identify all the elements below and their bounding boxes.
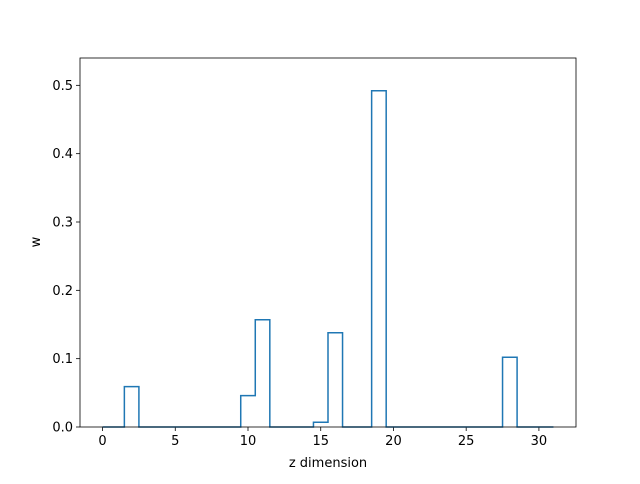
y-axis-ticks: 0.0 0.1 0.2 0.3 0.4 0.5 <box>52 79 80 436</box>
y-axis-label: w <box>29 236 44 247</box>
x-tick-label: 25 <box>458 434 475 449</box>
y-tick-label: 0.5 <box>52 79 73 94</box>
y-tick-label: 0.3 <box>52 216 73 231</box>
y-tick-label: 0.4 <box>52 147 73 162</box>
y-tick-label: 0.0 <box>52 421 73 436</box>
x-tick-label: 30 <box>531 434 548 449</box>
x-axis-ticks: 0 5 10 15 20 25 30 <box>98 427 547 449</box>
plot-frame <box>79 57 577 428</box>
x-tick-label: 5 <box>171 434 179 449</box>
x-tick-label: 20 <box>385 434 402 449</box>
x-tick-label: 0 <box>98 434 106 449</box>
x-tick-label: 15 <box>312 434 329 449</box>
x-tick-label: 10 <box>240 434 257 449</box>
y-tick-label: 0.2 <box>52 284 73 299</box>
x-axis-label: z dimension <box>289 456 367 471</box>
y-tick-label: 0.1 <box>52 352 73 367</box>
